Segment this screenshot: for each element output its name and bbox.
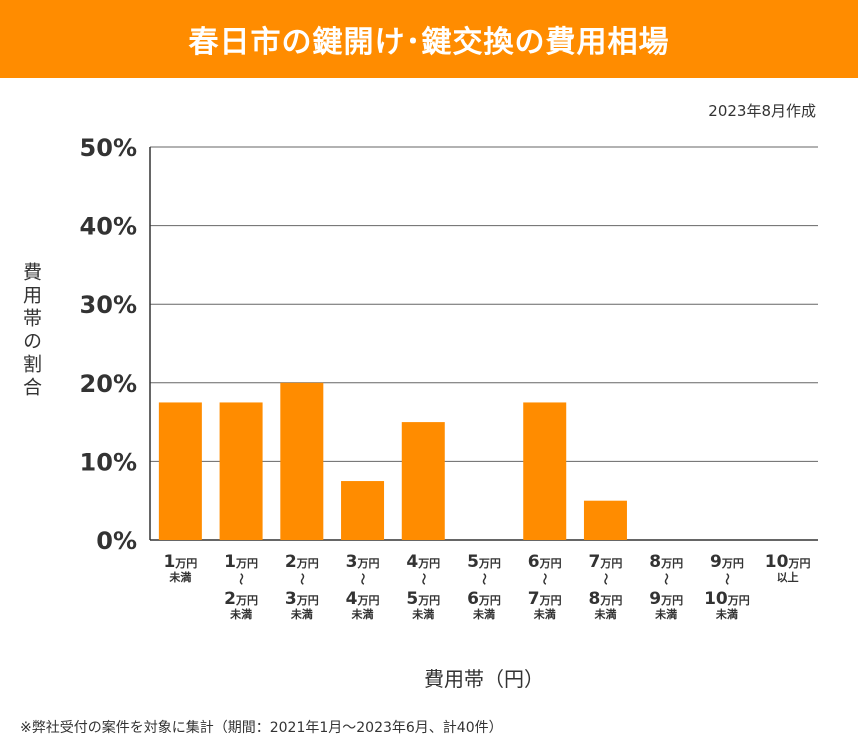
x-tick-label-from: 1万円 [163,552,197,572]
x-tick-label-from: 3万円 [346,552,380,572]
x-tick-label-from: 4万円 [406,552,440,572]
x-tick-label-from: 9万円 [710,552,744,572]
x-tick-tilde: ～ [720,573,734,585]
x-tick-note: 未満 [715,607,738,621]
x-tick-label-to: 7万円 [528,589,562,609]
x-tick-note: 以上 [777,570,799,584]
x-tick-label-to: 8万円 [589,589,623,609]
x-tick-note: 未満 [654,607,677,621]
page-title: 春日市の鍵開け･鍵交換の費用相場 [0,0,858,78]
x-tick-note: 未満 [229,607,252,621]
bar [401,422,445,540]
x-tick-label-from: 6万円 [528,552,562,572]
x-tick-label-from: 1万円 [224,552,258,572]
date-note: 2023年8月作成 [708,102,816,120]
x-tick-label-to: 3万円 [285,589,319,609]
x-tick-label-to: 6万円 [467,589,501,609]
x-tick-note: 未満 [472,607,495,621]
x-tick-label-from: 10万円 [765,552,811,572]
x-tick-label-to: 4万円 [346,589,380,609]
y-axis-label: 費用帯の割合 [20,262,42,400]
y-tick-label: 10% [80,448,137,476]
bar [158,402,202,540]
bar [280,382,324,540]
y-tick-label: 40% [80,213,137,241]
x-tick-note: 未満 [290,607,313,621]
y-tick-label: 0% [96,527,137,555]
x-tick-label-to: 10万円 [704,589,750,609]
x-tick-tilde: ～ [477,573,491,585]
y-tick-label: 20% [80,370,137,398]
bar [583,500,627,540]
x-tick-note: 未満 [411,607,434,621]
x-tick-tilde: ～ [234,573,248,585]
x-tick-note: 未満 [351,607,374,621]
x-axis-label: 費用帯（円） [424,667,544,691]
bar [523,402,567,540]
x-tick-note: 未満 [168,570,191,584]
x-tick-label-to: 5万円 [406,589,440,609]
x-tick-note: 未満 [533,607,556,621]
x-tick-tilde: ～ [295,573,309,585]
x-tick-tilde: ～ [659,573,673,585]
x-tick-label-to: 9万円 [649,589,683,609]
y-tick-label: 30% [80,291,137,319]
x-tick-tilde: ～ [356,573,370,585]
x-tick-tilde: ～ [416,573,430,585]
x-tick-label-from: 8万円 [649,552,683,572]
x-tick-label-from: 5万円 [467,552,501,572]
x-tick-label-from: 7万円 [589,552,623,572]
x-tick-note: 未満 [593,607,616,621]
x-tick-tilde: ～ [538,573,552,585]
x-tick-tilde: ～ [598,573,612,585]
bar [341,481,385,540]
x-tick-label-to: 2万円 [224,589,258,609]
y-tick-label: 50% [80,134,137,162]
x-tick-label-from: 2万円 [285,552,319,572]
bar [219,402,263,540]
footnote: ※弊社受付の案件を対象に集計（期間：2021年1月～2023年6月、計40件） [20,720,503,736]
